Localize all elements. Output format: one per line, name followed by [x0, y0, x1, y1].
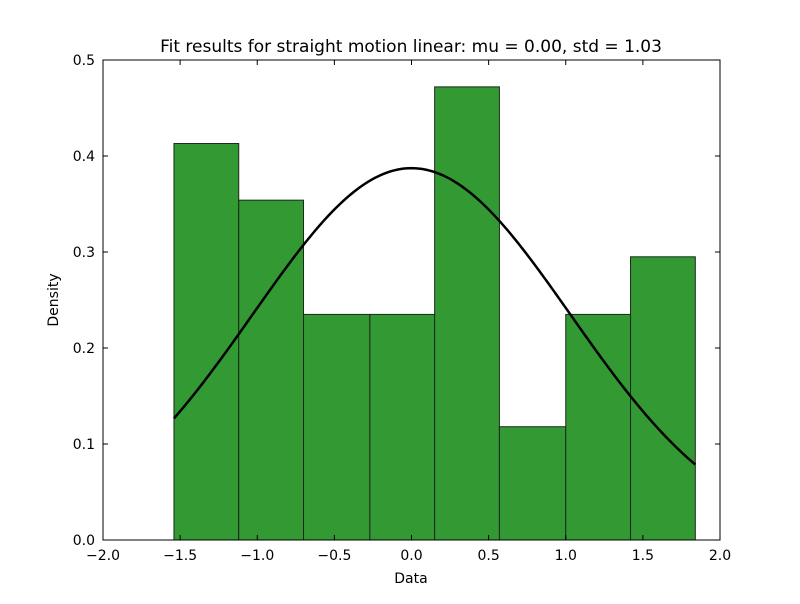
histogram-bar-8	[630, 256, 696, 541]
y-tick-label: 0.4	[73, 149, 95, 165]
x-tick-label: 1.0	[555, 548, 577, 564]
normal-fit-curve	[173, 166, 697, 466]
fit-curve-layer	[173, 166, 697, 466]
x-tick-label: 0.5	[477, 548, 499, 564]
histogram-bar-6	[498, 426, 567, 541]
histogram-bar-7	[565, 313, 632, 541]
x-tick-label: 0.0	[400, 548, 422, 564]
x-tick-label: 1.5	[632, 548, 654, 564]
chart-title: Fit results for straight motion linear: …	[160, 37, 662, 57]
x-tick-label: 2.0	[709, 548, 731, 564]
x-tick-label: −1.5	[163, 548, 197, 564]
histogram-bar-3	[303, 313, 371, 541]
ticks-layer: −2.0 −1.5 −1.0 −0.5 0.0 0.5 1.0 1.5 2.0 0.0 0.1 0.2…	[73, 53, 731, 564]
y-tick-label: 0.1	[73, 437, 95, 453]
x-tick-label: −0.5	[317, 548, 351, 564]
y-tick-label: 0.2	[73, 341, 95, 357]
histogram-bar-2	[238, 199, 305, 541]
x-axis-label: Data	[394, 571, 427, 587]
y-tick-label: 0.3	[73, 245, 95, 261]
y-tick-label: 0.5	[73, 53, 95, 69]
y-axis-label: Density	[46, 273, 62, 326]
x-tick-label: −2.0	[86, 548, 120, 564]
y-tick-label: 0.0	[73, 533, 95, 549]
histogram-bar-5	[434, 86, 500, 541]
x-tick-label: −1.0	[240, 548, 274, 564]
histogram-bar-4	[369, 313, 436, 541]
histogram-bar-1	[173, 143, 240, 541]
bars-layer	[173, 86, 696, 541]
